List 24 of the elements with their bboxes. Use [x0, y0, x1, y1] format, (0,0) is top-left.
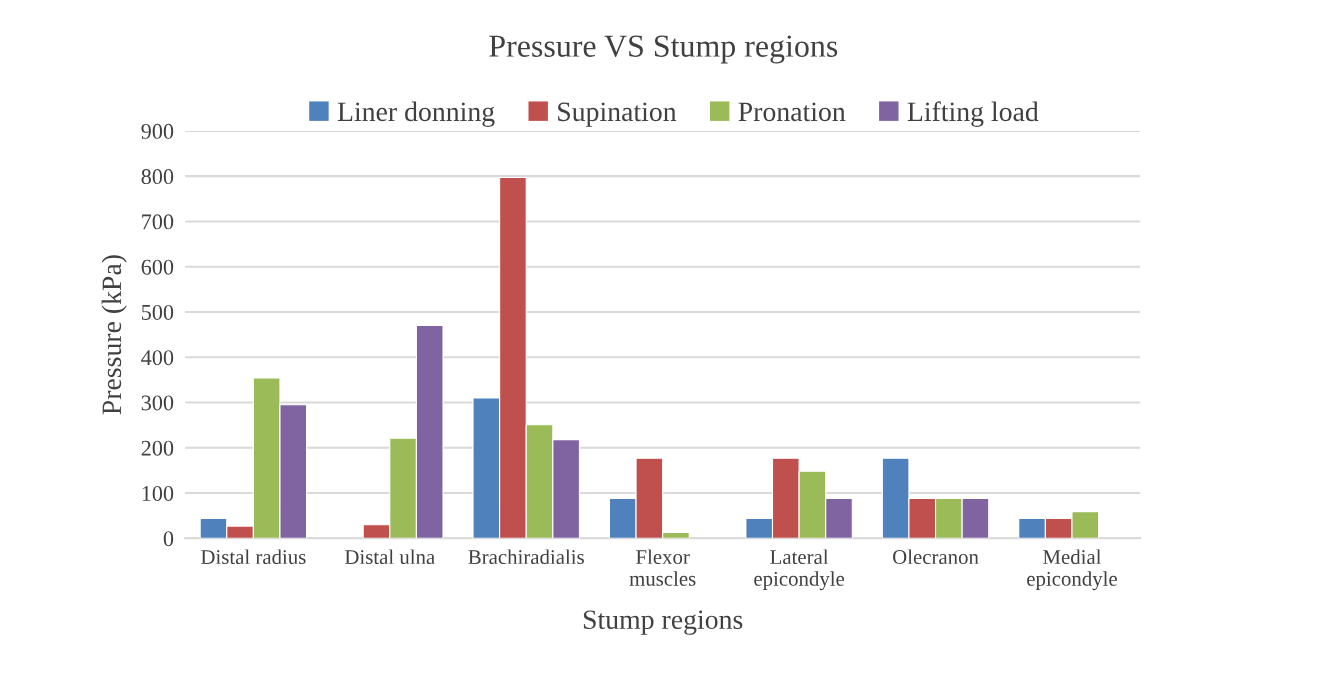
x-tick-label: Lateral epicondyle: [754, 549, 845, 591]
x-tick-label: Distal ulna: [344, 549, 435, 565]
x-tick-label: Distal radius: [201, 549, 306, 565]
y-axis-title: Pressure (kPa): [101, 255, 127, 415]
legend-label: Lifting load: [907, 101, 1039, 127]
legend-label: Liner donning: [337, 101, 495, 127]
legend-label: Supination: [558, 102, 677, 127]
y-tick-label: 900: [141, 123, 174, 139]
legend-label: Pronation: [738, 102, 846, 122]
x-tick-label: Brachiradialis: [468, 549, 584, 565]
y-tick-label: 0: [163, 531, 174, 547]
y-tick-label: 700: [142, 214, 174, 230]
chart-title: Pressure VS Stump regions: [489, 35, 838, 64]
y-tick-label: 500: [142, 304, 174, 320]
x-tick-label: Flexor muscles: [629, 549, 696, 586]
y-tick-label: 800: [141, 169, 174, 185]
y-tick-label: 100: [142, 485, 174, 501]
y-tick-label: 600: [141, 259, 174, 275]
x-tick-label: Medial epicondyle: [1027, 549, 1117, 591]
x-axis-title: Stump regions: [583, 610, 743, 635]
y-tick-label: 300: [141, 395, 174, 411]
y-tick-label: 200: [141, 440, 174, 456]
y-tick-label: 400: [141, 350, 174, 366]
x-tick-label: Olecranon: [893, 549, 979, 565]
